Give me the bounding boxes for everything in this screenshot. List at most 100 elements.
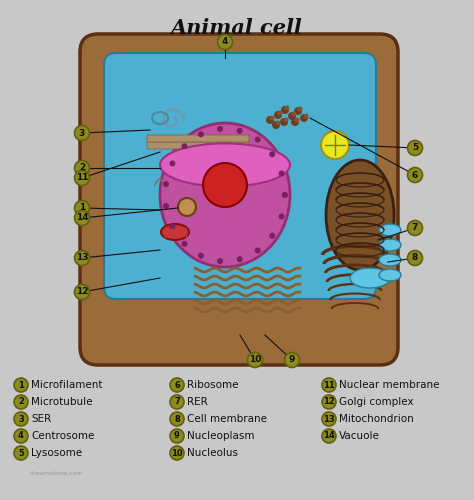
FancyBboxPatch shape bbox=[147, 142, 249, 149]
Circle shape bbox=[281, 106, 289, 114]
Text: Nucleoplasm: Nucleoplasm bbox=[187, 431, 255, 441]
Text: 4: 4 bbox=[222, 38, 228, 46]
Text: 7: 7 bbox=[412, 224, 418, 232]
Text: 1: 1 bbox=[18, 380, 24, 390]
Text: 2: 2 bbox=[79, 164, 85, 172]
Circle shape bbox=[277, 110, 283, 116]
Circle shape bbox=[269, 152, 275, 158]
Circle shape bbox=[237, 128, 243, 134]
Circle shape bbox=[170, 429, 184, 443]
Circle shape bbox=[408, 220, 422, 236]
Text: Animal cell: Animal cell bbox=[171, 18, 303, 38]
Text: 11: 11 bbox=[323, 380, 335, 390]
Circle shape bbox=[298, 106, 302, 112]
Text: 1: 1 bbox=[79, 204, 85, 212]
Circle shape bbox=[74, 160, 90, 176]
Circle shape bbox=[294, 118, 300, 122]
Circle shape bbox=[74, 284, 90, 300]
Circle shape bbox=[282, 192, 288, 198]
Circle shape bbox=[182, 144, 188, 150]
Text: 9: 9 bbox=[289, 356, 295, 364]
Text: Mitochondrion: Mitochondrion bbox=[339, 414, 414, 424]
Circle shape bbox=[408, 168, 422, 182]
Circle shape bbox=[322, 412, 336, 426]
Circle shape bbox=[282, 192, 288, 198]
Text: 8: 8 bbox=[174, 414, 180, 424]
Circle shape bbox=[198, 132, 204, 138]
Circle shape bbox=[14, 395, 28, 409]
Text: 5: 5 bbox=[18, 448, 24, 458]
Circle shape bbox=[237, 256, 243, 262]
Text: 2: 2 bbox=[18, 398, 24, 406]
Circle shape bbox=[294, 107, 302, 115]
Text: 13: 13 bbox=[76, 254, 88, 262]
Circle shape bbox=[74, 210, 90, 226]
Text: 5: 5 bbox=[412, 144, 418, 152]
Text: 4: 4 bbox=[18, 432, 24, 440]
Circle shape bbox=[203, 163, 247, 207]
Text: 12: 12 bbox=[323, 398, 335, 406]
Circle shape bbox=[182, 240, 188, 246]
Circle shape bbox=[408, 250, 422, 266]
Circle shape bbox=[291, 118, 299, 126]
Text: 3: 3 bbox=[79, 128, 85, 138]
Circle shape bbox=[74, 250, 90, 266]
Circle shape bbox=[300, 114, 308, 122]
Ellipse shape bbox=[326, 160, 394, 270]
Ellipse shape bbox=[350, 268, 390, 288]
Text: Golgi complex: Golgi complex bbox=[339, 397, 414, 407]
Circle shape bbox=[217, 258, 223, 264]
Circle shape bbox=[163, 203, 169, 209]
Circle shape bbox=[74, 126, 90, 140]
Text: 10: 10 bbox=[249, 356, 261, 364]
Text: 10: 10 bbox=[171, 448, 183, 458]
Text: 8: 8 bbox=[412, 254, 418, 262]
Circle shape bbox=[284, 106, 290, 110]
Text: dreamstime.com: dreamstime.com bbox=[30, 471, 83, 476]
FancyBboxPatch shape bbox=[80, 34, 398, 365]
Ellipse shape bbox=[160, 144, 290, 186]
Text: Microfilament: Microfilament bbox=[31, 380, 102, 390]
Circle shape bbox=[169, 224, 175, 230]
Text: Nucleolus: Nucleolus bbox=[187, 448, 238, 458]
Circle shape bbox=[303, 114, 309, 118]
Ellipse shape bbox=[379, 224, 401, 236]
Text: 14: 14 bbox=[323, 432, 335, 440]
FancyBboxPatch shape bbox=[147, 135, 249, 142]
Circle shape bbox=[270, 116, 274, 120]
Circle shape bbox=[14, 412, 28, 426]
Text: 3: 3 bbox=[18, 414, 24, 424]
Circle shape bbox=[217, 126, 223, 132]
Circle shape bbox=[14, 446, 28, 460]
Circle shape bbox=[322, 395, 336, 409]
Text: Nuclear membrane: Nuclear membrane bbox=[339, 380, 439, 390]
Circle shape bbox=[292, 112, 297, 116]
Circle shape bbox=[255, 248, 261, 254]
Text: 6: 6 bbox=[412, 170, 418, 179]
Text: 9: 9 bbox=[174, 432, 180, 440]
Circle shape bbox=[272, 121, 280, 129]
Circle shape bbox=[170, 446, 184, 460]
Text: Centrosome: Centrosome bbox=[31, 431, 94, 441]
Circle shape bbox=[218, 34, 233, 50]
Text: 12: 12 bbox=[76, 288, 88, 296]
Text: Cell membrane: Cell membrane bbox=[187, 414, 267, 424]
Text: Lysosome: Lysosome bbox=[31, 448, 82, 458]
Circle shape bbox=[322, 378, 336, 392]
Text: 11: 11 bbox=[76, 174, 88, 182]
Ellipse shape bbox=[160, 123, 290, 267]
Circle shape bbox=[255, 136, 261, 142]
Ellipse shape bbox=[379, 254, 401, 266]
Circle shape bbox=[247, 352, 263, 368]
Circle shape bbox=[279, 170, 284, 176]
Ellipse shape bbox=[379, 269, 401, 281]
Circle shape bbox=[14, 378, 28, 392]
Text: 14: 14 bbox=[76, 214, 88, 222]
FancyBboxPatch shape bbox=[104, 53, 376, 299]
Ellipse shape bbox=[379, 239, 401, 251]
Circle shape bbox=[170, 395, 184, 409]
Circle shape bbox=[198, 252, 204, 258]
Circle shape bbox=[74, 170, 90, 186]
Text: 13: 13 bbox=[323, 414, 335, 424]
Circle shape bbox=[74, 200, 90, 216]
